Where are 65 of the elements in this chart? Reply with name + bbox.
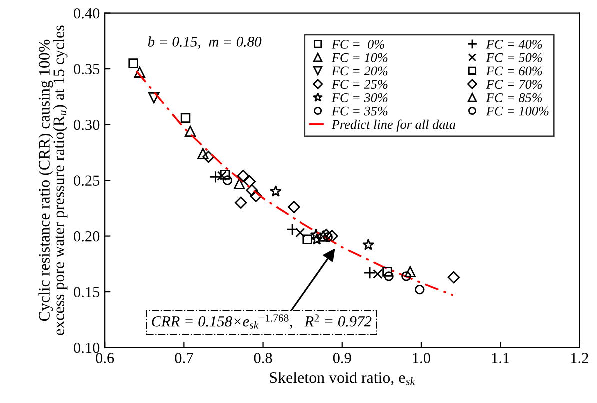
y-tick-label: 0.25 bbox=[74, 176, 100, 186]
point bbox=[222, 176, 233, 186]
point bbox=[415, 284, 425, 295]
point bbox=[134, 66, 146, 78]
legend-label: FC = 60% bbox=[486, 66, 542, 76]
point bbox=[270, 185, 282, 197]
x-tick-label: 1.1 bbox=[492, 353, 510, 364]
x-tick-label: 0.8 bbox=[254, 353, 272, 364]
legend-label: FC = 70% bbox=[486, 80, 542, 90]
point bbox=[202, 151, 215, 164]
point bbox=[402, 272, 412, 282]
y-tick-label: 0.10 bbox=[74, 342, 100, 354]
x-tick-label: 1.2 bbox=[571, 353, 588, 364]
point bbox=[382, 267, 392, 277]
y-tick-label: 0.30 bbox=[74, 120, 100, 130]
point bbox=[250, 190, 262, 202]
y-axis-title: Cyclic resistance ratio (CRR) causing 100% excess pore water pressure ratio(R$_{u}$) at 15 cycles bbox=[38, 26, 68, 336]
legend-label: FC = 20% bbox=[332, 66, 388, 76]
point bbox=[148, 92, 160, 104]
point bbox=[288, 201, 300, 214]
point bbox=[244, 176, 256, 188]
point bbox=[364, 266, 376, 280]
y-tick-label: 0.40 bbox=[74, 8, 100, 19]
point bbox=[237, 170, 250, 182]
legend-label: FC = 100% bbox=[486, 106, 549, 116]
point bbox=[235, 196, 248, 209]
legend-label: FC = 25% bbox=[332, 80, 388, 90]
x-tick-label: 0.7 bbox=[175, 353, 194, 364]
legend-label: FC = 10% bbox=[332, 53, 388, 62]
legend-label: FC = 50% bbox=[486, 53, 542, 62]
point bbox=[184, 126, 196, 138]
legend-label: FC = 85% bbox=[486, 93, 542, 102]
point bbox=[220, 170, 230, 180]
annotation: b = 0.15, m = 0.80 bbox=[148, 36, 262, 49]
point bbox=[384, 272, 394, 282]
y-tick-label: 0.15 bbox=[74, 287, 100, 298]
legend-label: FC = 0% bbox=[332, 40, 384, 49]
point bbox=[286, 223, 299, 236]
y-tick-label: 0.35 bbox=[74, 64, 100, 75]
point bbox=[310, 228, 322, 240]
point bbox=[311, 233, 324, 245]
point bbox=[362, 238, 374, 250]
legend-label: Predict line for all data bbox=[332, 120, 456, 132]
point bbox=[448, 271, 460, 284]
point bbox=[373, 269, 383, 280]
y-tick-label: 0.20 bbox=[74, 231, 100, 242]
x-tick-label: 0.6 bbox=[96, 353, 114, 364]
point bbox=[320, 229, 333, 242]
point bbox=[296, 228, 306, 238]
x-axis-title: Skeleton void ratio, e$_{sk}$ bbox=[270, 372, 416, 386]
point bbox=[198, 148, 209, 160]
legend-label: FC = 40% bbox=[486, 40, 542, 49]
point bbox=[246, 184, 258, 197]
point bbox=[326, 230, 338, 242]
annotation: CRR = 0.158×e$_{sk}$$^{−1.768}$, R$^{2}$ = 0.972 bbox=[152, 314, 372, 330]
legend-label: FC = 30% bbox=[332, 93, 388, 102]
point bbox=[128, 58, 138, 68]
legend-label: FC = 35% bbox=[332, 106, 388, 116]
x-tick-label: 1.0 bbox=[413, 353, 430, 364]
point bbox=[404, 266, 416, 278]
x-tick-label: 0.9 bbox=[333, 353, 352, 364]
point bbox=[180, 113, 191, 123]
point bbox=[318, 230, 329, 242]
point bbox=[302, 234, 312, 244]
point bbox=[234, 178, 246, 190]
